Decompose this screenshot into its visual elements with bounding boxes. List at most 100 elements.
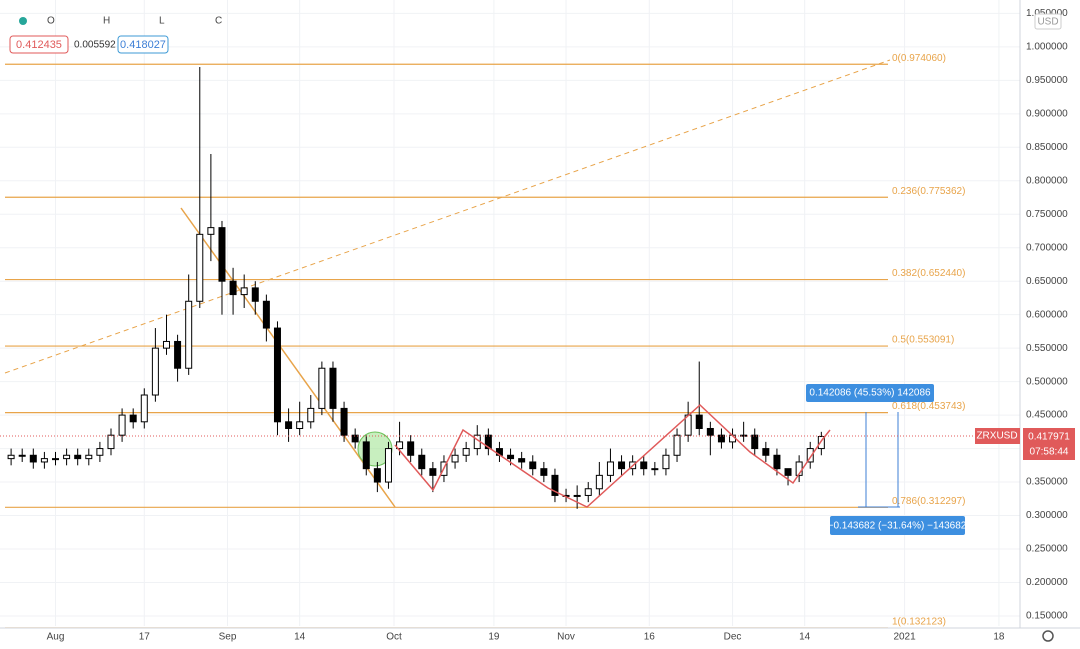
y-tick-label: 0.650000 <box>1026 276 1068 287</box>
candle-body <box>140 394 148 423</box>
y-tick-label: 0.700000 <box>1026 242 1068 253</box>
trend-line <box>180 207 396 508</box>
candle-body <box>695 414 703 429</box>
y-tick-label: 0.850000 <box>1026 142 1068 153</box>
candle-body <box>773 454 781 470</box>
fib-label: 1(0.132123) <box>892 617 946 628</box>
status-dot <box>19 17 27 25</box>
measure-label: 0.142086 (45.53%) 142086 <box>809 388 931 399</box>
x-tick-label: Dec <box>724 632 742 643</box>
x-tick-label: 14 <box>294 632 306 643</box>
x-tick-label: 14 <box>799 632 811 643</box>
candle-body <box>595 474 603 490</box>
y-tick-label: 0.800000 <box>1026 175 1068 186</box>
currency: USD <box>1037 17 1058 28</box>
x-tick-label: Sep <box>219 632 237 643</box>
settings-icon[interactable] <box>1042 630 1054 642</box>
pattern-line <box>394 403 831 508</box>
x-tick-label: 18 <box>993 632 1005 643</box>
candle-body <box>396 441 404 450</box>
candle-body <box>285 421 293 429</box>
header-value: 0.005592 <box>74 40 116 51</box>
fib-label: 0.382(0.652440) <box>892 268 965 279</box>
candle-body <box>573 494 581 497</box>
header-label: L <box>159 16 165 27</box>
candles <box>7 66 825 509</box>
candle-body <box>29 454 37 463</box>
candle-body <box>362 441 370 470</box>
y-tick-label: 0.350000 <box>1026 477 1068 488</box>
candle-body <box>784 468 792 476</box>
symbol: ZRXUSD <box>976 431 1017 442</box>
candle-body <box>817 436 825 450</box>
candle-body <box>196 233 204 302</box>
x-tick-label: 2021 <box>893 632 916 643</box>
candle-body <box>273 327 281 423</box>
header-value: 0.418027 <box>120 39 166 51</box>
candle-body <box>74 454 82 460</box>
y-tick-label: 0.550000 <box>1026 343 1068 354</box>
candle-body <box>207 227 215 235</box>
candle-body <box>662 454 670 470</box>
fib-label: 0.236(0.775362) <box>892 186 965 197</box>
candle-body <box>806 448 814 463</box>
candle-body <box>706 427 714 436</box>
y-tick-label: 0.150000 <box>1026 611 1068 622</box>
candle-body <box>429 468 437 476</box>
candle-body <box>618 461 626 470</box>
fib-trend-line <box>4 59 891 374</box>
candle-body <box>251 287 259 302</box>
x-tick-label: 19 <box>488 632 500 643</box>
candle-body <box>162 340 170 349</box>
candle-body <box>551 474 559 496</box>
y-tick-label: 0.600000 <box>1026 309 1068 320</box>
candle-body <box>51 458 59 461</box>
candle-body <box>451 454 459 463</box>
candle-body <box>96 448 104 456</box>
last-price: 0.417971 <box>1028 432 1070 443</box>
x-tick-label: Aug <box>47 632 65 643</box>
candle-body <box>329 367 337 409</box>
candle-body <box>529 461 537 470</box>
symbol-box <box>975 428 1020 444</box>
y-tick-label: 0.300000 <box>1026 510 1068 521</box>
x-tick-label: Nov <box>557 632 575 643</box>
candle-body <box>407 441 415 456</box>
measure-label: −0.143682 (−31.64%) −143682 <box>828 521 967 532</box>
candle-body <box>373 468 381 483</box>
fib-label: 0.786(0.312297) <box>892 496 965 507</box>
candle-body <box>751 434 759 450</box>
candle-body <box>762 448 770 456</box>
y-tick-label: 0.900000 <box>1026 108 1068 119</box>
candle-body <box>351 434 359 443</box>
x-tick-label: 17 <box>139 632 151 643</box>
candle-body <box>717 434 725 443</box>
candle-body <box>584 488 592 496</box>
value-box <box>117 35 169 54</box>
fib-label: 0.618(0.453743) <box>892 401 965 412</box>
currency-box <box>1034 13 1062 30</box>
countdown: 07:58:44 <box>1030 447 1069 458</box>
measure-box <box>806 384 934 402</box>
candle-body <box>18 454 26 457</box>
price-box <box>1023 428 1075 460</box>
candle-body <box>40 458 48 463</box>
candle-body <box>518 458 526 463</box>
candle-body <box>85 454 93 460</box>
candle-body <box>384 448 392 483</box>
candle-body <box>651 468 659 471</box>
candle-body <box>340 407 348 436</box>
candle-body <box>107 434 115 450</box>
x-tick-label: 16 <box>644 632 656 643</box>
candle-body <box>318 367 326 409</box>
candle-body <box>185 300 193 369</box>
candle-body <box>462 448 470 456</box>
candle-body <box>640 461 648 470</box>
candle-body <box>229 280 237 296</box>
candle-body <box>240 287 248 296</box>
header-value: 0.412435 <box>16 39 62 51</box>
candle-body <box>606 461 614 476</box>
candle-body <box>507 454 515 460</box>
header-label: H <box>103 16 110 27</box>
y-tick-label: 0.950000 <box>1026 75 1068 86</box>
